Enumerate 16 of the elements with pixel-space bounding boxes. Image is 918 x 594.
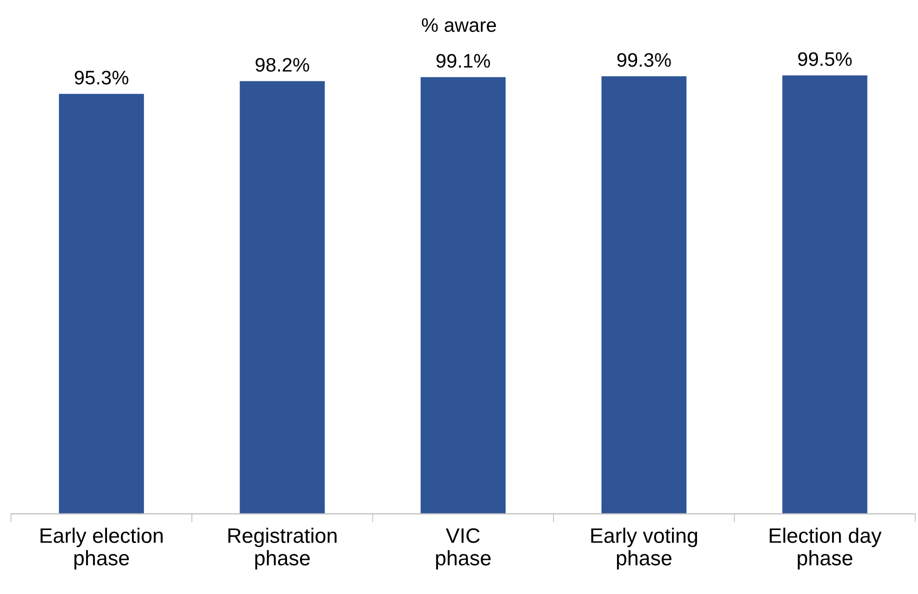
bar xyxy=(240,81,325,514)
bar xyxy=(420,77,506,514)
data-label: 99.5% xyxy=(798,52,852,66)
chart-title: % aware xyxy=(422,18,496,32)
x-tick-label: Early election phase xyxy=(40,528,163,570)
data-label: 99.3% xyxy=(617,53,671,67)
x-tick-label: Early voting phase xyxy=(591,528,698,570)
bar xyxy=(601,76,686,514)
data-label: 99.1% xyxy=(436,54,490,68)
x-tick-label: Registration phase xyxy=(228,528,337,570)
data-label: 95.3% xyxy=(74,70,128,84)
bar xyxy=(58,94,144,514)
x-tick-label: VIC phase xyxy=(436,528,491,570)
data-label: 98.2% xyxy=(256,58,310,72)
bar xyxy=(782,75,868,514)
x-tick-label: Election day phase xyxy=(770,528,882,570)
